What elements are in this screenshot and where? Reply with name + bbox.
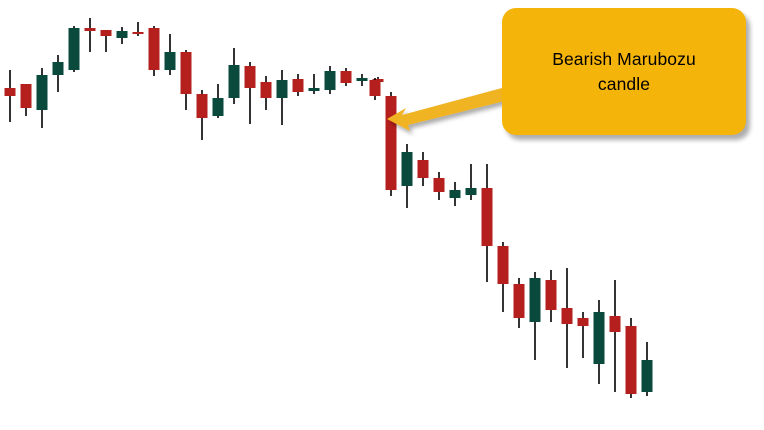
candle-body (356, 78, 368, 81)
candle-body (545, 280, 557, 310)
candle (100, 30, 112, 52)
candle (593, 300, 605, 384)
candle (4, 70, 16, 122)
candle (68, 26, 80, 72)
candle-body (625, 326, 637, 394)
candle-body (340, 71, 352, 83)
callout-label: Bearish Marubozu candle (552, 49, 696, 94)
candle (116, 27, 128, 44)
callout-box[interactable]: Bearish Marubozu candle (502, 8, 746, 135)
candle-body (244, 66, 256, 88)
candle (52, 55, 64, 92)
candle (164, 34, 176, 75)
callout-arrow (387, 85, 513, 131)
candle-body (497, 246, 509, 284)
candle-body (68, 28, 80, 70)
candle (180, 50, 192, 110)
candle-marubozu (385, 92, 397, 196)
candle-body (292, 79, 304, 92)
candle (324, 66, 336, 94)
candle (497, 242, 509, 312)
candle (20, 84, 32, 116)
candle-body (324, 71, 336, 90)
candle-body (449, 190, 461, 198)
candle (132, 22, 144, 36)
candle (276, 70, 288, 125)
candle-body (529, 278, 541, 322)
candle-body (593, 312, 605, 364)
candle-body (212, 98, 224, 116)
candle-body (260, 82, 272, 98)
candle (561, 268, 573, 368)
candle (577, 312, 589, 358)
candle (340, 68, 352, 86)
candle (529, 272, 541, 360)
candle (449, 182, 461, 206)
candle (417, 152, 429, 186)
candle-body (513, 284, 525, 318)
candle-body (20, 84, 32, 108)
candle (609, 280, 621, 392)
candle (433, 172, 445, 200)
candle-body (401, 152, 413, 186)
candle-body (465, 188, 477, 195)
candle-body (100, 30, 112, 36)
candle-body (641, 360, 653, 392)
candle (356, 74, 368, 86)
candle-body (577, 318, 589, 326)
candle-body (369, 80, 381, 96)
candle (401, 144, 413, 208)
candle-body (148, 28, 160, 70)
candle (36, 68, 48, 128)
candle-body (561, 308, 573, 324)
candle (260, 76, 272, 110)
candle-body (36, 75, 48, 110)
candle (212, 84, 224, 118)
candle (244, 62, 256, 124)
arrow-polygon (387, 85, 513, 131)
candle-body (308, 88, 320, 91)
candle-body (116, 31, 128, 38)
candle (228, 48, 240, 104)
candle-body (417, 160, 429, 178)
candle (292, 74, 304, 96)
candle (513, 278, 525, 328)
candle (641, 342, 653, 396)
candle (465, 164, 477, 200)
candle-body (433, 178, 445, 192)
candle (84, 18, 96, 52)
candle-body (84, 28, 96, 31)
candle (196, 90, 208, 140)
candle (545, 270, 557, 322)
candle-body (4, 88, 16, 96)
candle-body (228, 65, 240, 98)
candle-body (385, 96, 397, 190)
candle (369, 78, 381, 100)
candle-body (196, 94, 208, 118)
candle (625, 318, 637, 398)
candle-body (276, 80, 288, 98)
candle-body (132, 32, 144, 34)
candle-series (4, 18, 653, 398)
candle-body (481, 188, 493, 246)
candle (481, 164, 493, 282)
candle-body (164, 52, 176, 70)
candle-body (180, 52, 192, 94)
candle (148, 26, 160, 76)
candle-body (609, 316, 621, 332)
candle-body (52, 62, 64, 75)
candle (308, 74, 320, 94)
